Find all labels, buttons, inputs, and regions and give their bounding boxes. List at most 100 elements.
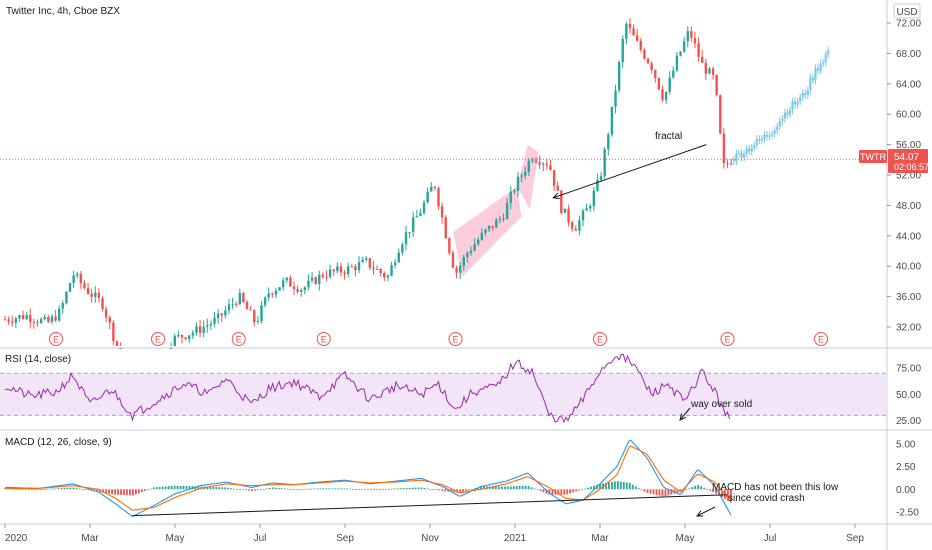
earnings-marker	[593, 332, 607, 346]
currency-badge[interactable]	[893, 3, 921, 19]
macd-histogram-bar	[587, 487, 589, 490]
macd-histogram-bar	[224, 487, 227, 490]
candle-body	[238, 293, 242, 305]
macd-histogram-bar	[102, 489, 105, 493]
macd-histogram-bar	[420, 487, 423, 490]
candle-body	[68, 283, 72, 292]
candle-body	[635, 35, 639, 41]
macd-histogram-bar	[494, 486, 497, 490]
candle-body	[654, 70, 657, 78]
candle-body	[419, 212, 422, 216]
macd-histogram-bar	[590, 486, 592, 490]
macd-histogram-bar	[167, 486, 170, 490]
projection-body	[737, 153, 741, 155]
macd-histogram-bar	[286, 488, 289, 490]
macd-histogram-bar	[325, 488, 328, 490]
macd-histogram-bar	[527, 486, 530, 490]
macd-histogram-bar	[581, 489, 584, 491]
macd-histogram-bar	[346, 488, 349, 490]
candle-body	[206, 325, 209, 327]
macd-histogram-bar	[66, 487, 69, 490]
macd-histogram-bar	[114, 489, 116, 495]
macd-histogram-bar	[331, 488, 334, 490]
macd-histogram-bar	[497, 486, 500, 490]
candle-body	[321, 274, 325, 277]
candle-body	[614, 90, 617, 107]
candle-body	[354, 266, 357, 271]
candle-body	[607, 134, 610, 150]
macd-histogram-bar	[471, 489, 473, 491]
projection-body	[742, 154, 746, 158]
price-tick-label: 36.00	[896, 292, 921, 303]
macd-histogram-bar	[277, 487, 280, 490]
earnings-marker-label: E	[53, 335, 59, 345]
macd-histogram-bar	[688, 488, 691, 490]
candle-body	[726, 163, 729, 165]
candle-body	[303, 287, 307, 291]
macd-histogram-bar	[426, 488, 429, 490]
rsi-note-arrow	[680, 407, 691, 420]
macd-histogram-bar	[480, 486, 482, 490]
candle-body	[708, 68, 711, 74]
candle-body	[36, 322, 39, 324]
candle-body	[679, 51, 682, 56]
projection-body	[793, 101, 797, 105]
candle-body	[57, 308, 61, 321]
macd-histogram-bar	[706, 489, 708, 491]
candle-body	[368, 258, 372, 268]
macd-histogram-bar	[283, 488, 286, 490]
candle-body	[32, 321, 36, 323]
macd-histogram-bar	[381, 489, 384, 491]
price-axis-layer: 72.00 68.00 64.00 60.00 56.00 52.00 48.00 44.00…	[887, 19, 921, 519]
macd-histogram-bar	[375, 489, 378, 491]
macd-histogram-bar	[492, 486, 494, 490]
candle-body	[263, 297, 267, 306]
candle-body	[581, 210, 585, 221]
time-tick-label: Sep	[846, 533, 864, 544]
macd-histogram-bar	[658, 489, 661, 496]
macd-histogram-bar	[13, 488, 15, 490]
macd-histogram-bar	[227, 487, 230, 490]
price-tag-ticker[interactable]: TWTR	[859, 150, 887, 163]
macd-histogram-bar	[304, 488, 307, 490]
macd-histogram-bar	[373, 489, 375, 491]
macd-histogram-bar	[685, 489, 688, 491]
macd-histogram-bar	[664, 489, 667, 497]
price-tick-label: 64.00	[896, 79, 921, 90]
candle-body	[574, 228, 577, 231]
candle-body	[477, 239, 480, 245]
highlight-layer	[453, 144, 539, 277]
candle-body	[444, 217, 447, 239]
macd-histogram-bar	[468, 489, 470, 491]
candle-body	[3, 319, 7, 321]
price-tag-price: 54.07	[894, 152, 919, 163]
earnings-marker	[448, 332, 463, 346]
projection-body	[786, 112, 789, 115]
candle-body	[505, 203, 509, 219]
rsi-band	[0, 373, 887, 416]
macd-histogram-bar	[503, 486, 506, 490]
macd-histogram-bar	[292, 489, 295, 491]
projection-body	[816, 68, 820, 71]
candle-body	[408, 231, 411, 233]
macd-note-line2: since covid crash	[728, 493, 805, 504]
candle-body	[115, 341, 119, 346]
projection-body	[806, 90, 809, 96]
candle-body	[509, 191, 512, 204]
candle-body	[296, 289, 299, 292]
macd-histogram-bar	[87, 489, 90, 491]
candle-body	[188, 335, 191, 340]
candle-body	[563, 208, 567, 213]
macd-histogram-bar	[721, 489, 723, 498]
candle-body	[668, 77, 671, 92]
earnings-marker-label: E	[818, 335, 824, 345]
macd-histogram-bar	[173, 485, 176, 490]
macd-histogram-bar	[390, 488, 393, 490]
candle-body	[401, 244, 404, 253]
macd-histogram-bar	[343, 488, 346, 490]
macd-histogram-bar	[566, 489, 569, 495]
macd-histogram-bar	[39, 489, 42, 490]
price-tag-value[interactable]: 54.07 02:06:57	[888, 149, 929, 173]
candle-body	[534, 160, 538, 163]
